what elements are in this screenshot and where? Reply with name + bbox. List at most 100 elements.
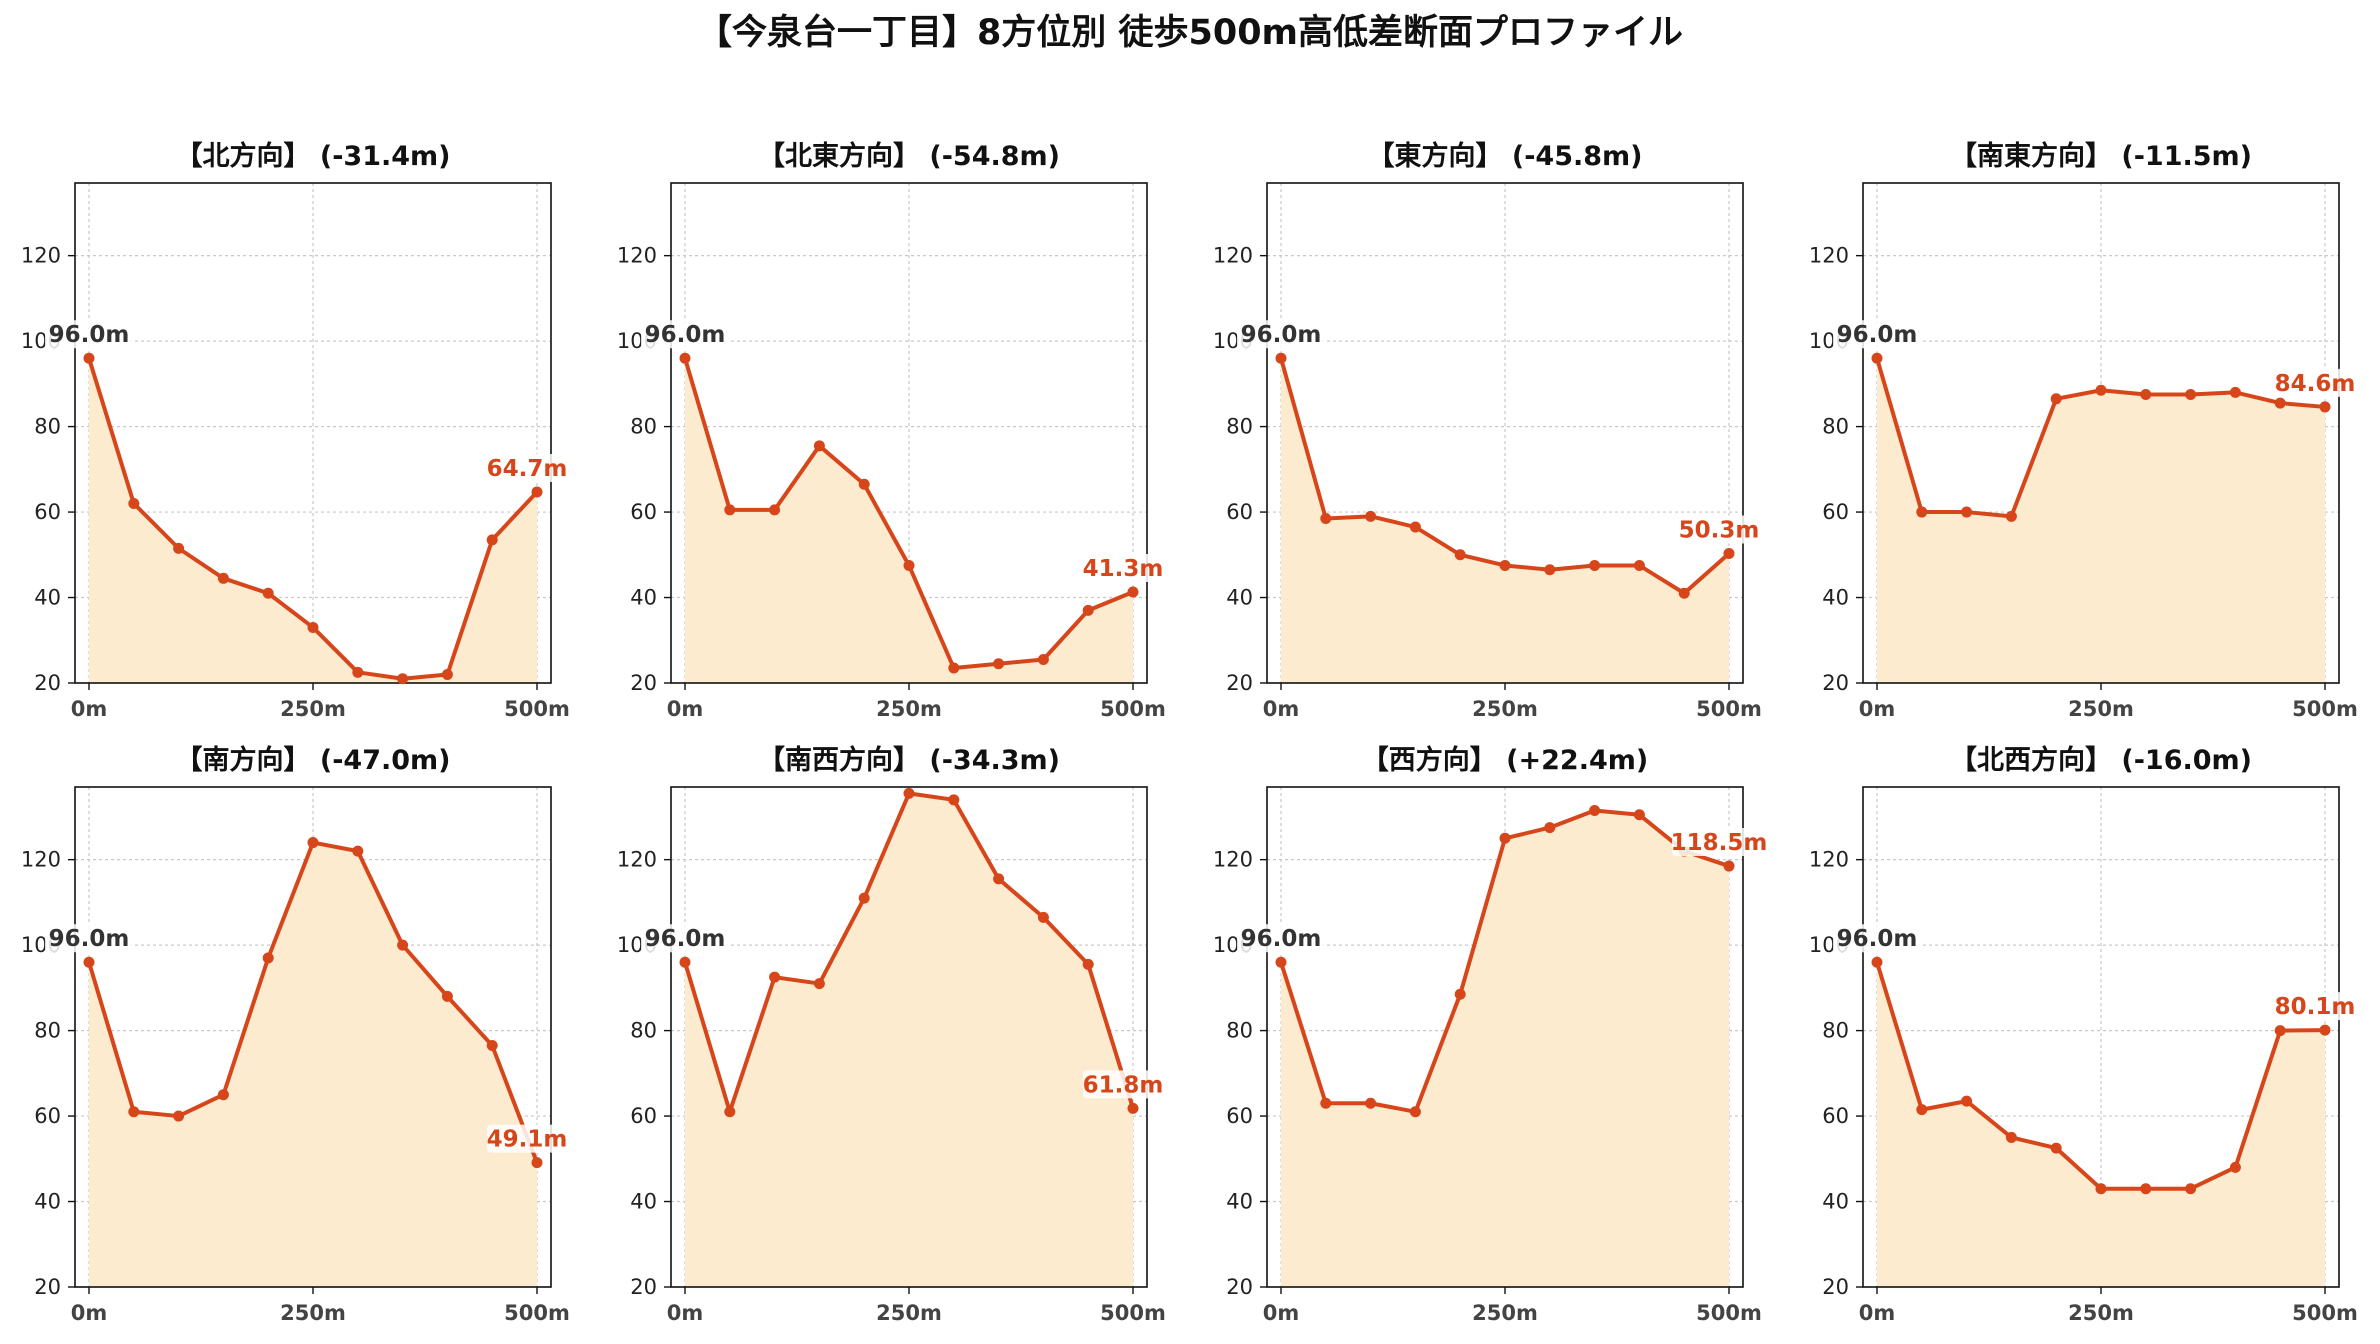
y-tick-label: 60 bbox=[34, 1104, 61, 1128]
y-tick-label: 80 bbox=[1226, 1019, 1253, 1043]
y-tick-label: 20 bbox=[1226, 671, 1253, 695]
panel-title: 【南方向】 (-47.0m) bbox=[175, 744, 450, 776]
data-point bbox=[1916, 1104, 1928, 1116]
y-tick-label: 120 bbox=[1809, 848, 1849, 872]
start-elevation-label: 96.0m bbox=[1837, 322, 1918, 348]
data-point bbox=[2185, 389, 2197, 401]
data-point bbox=[1589, 559, 1601, 571]
data-point bbox=[724, 1106, 736, 1118]
data-point bbox=[679, 956, 691, 968]
y-tick-label: 120 bbox=[617, 244, 657, 268]
area-fill bbox=[1281, 358, 1729, 683]
y-tick-label: 60 bbox=[630, 500, 657, 524]
y-tick-label: 60 bbox=[34, 500, 61, 524]
y-tick-label: 120 bbox=[21, 244, 61, 268]
x-tick-label: 0m bbox=[667, 1301, 704, 1325]
data-point bbox=[128, 1106, 140, 1118]
start-label-bg bbox=[1237, 320, 1325, 349]
data-point bbox=[441, 990, 453, 1002]
y-tick-label: 40 bbox=[1822, 1190, 1849, 1214]
end-elevation-label: 64.7m bbox=[487, 456, 568, 482]
x-tick-label: 500m bbox=[1100, 697, 1166, 721]
end-elevation-label: 61.8m bbox=[1083, 1072, 1164, 1098]
data-point bbox=[2319, 401, 2331, 413]
y-tick-label: 20 bbox=[34, 671, 61, 695]
data-point bbox=[1633, 559, 1645, 571]
data-point bbox=[1871, 956, 1883, 968]
data-point bbox=[1678, 587, 1690, 599]
start-label-bg bbox=[1833, 924, 1921, 953]
data-point bbox=[1127, 1102, 1139, 1114]
start-label-bg bbox=[45, 924, 133, 953]
data-point bbox=[1589, 805, 1601, 817]
x-tick-label: 0m bbox=[1859, 1301, 1896, 1325]
data-point bbox=[993, 658, 1005, 670]
area-fill bbox=[685, 358, 1133, 683]
end-label-bg bbox=[2275, 992, 2355, 1021]
data-point bbox=[307, 837, 319, 849]
data-point bbox=[1499, 559, 1511, 571]
y-tick-label: 20 bbox=[34, 1275, 61, 1299]
x-tick-label: 0m bbox=[667, 697, 704, 721]
start-elevation-label: 96.0m bbox=[49, 322, 130, 348]
data-point bbox=[531, 486, 543, 498]
panel-title: 【南東方向】 (-11.5m) bbox=[1950, 140, 2252, 172]
data-point bbox=[1275, 956, 1287, 968]
data-point bbox=[173, 1110, 185, 1122]
y-tick-label: 20 bbox=[1822, 671, 1849, 695]
y-tick-label: 60 bbox=[630, 1104, 657, 1128]
x-tick-label: 0m bbox=[71, 1301, 108, 1325]
y-tick-label: 20 bbox=[630, 1275, 657, 1299]
data-point bbox=[1320, 512, 1332, 524]
area-fill bbox=[685, 793, 1133, 1287]
data-point bbox=[993, 873, 1005, 885]
x-tick-label: 250m bbox=[280, 1301, 346, 1325]
start-elevation-label: 96.0m bbox=[645, 926, 726, 952]
data-point bbox=[2005, 510, 2017, 522]
y-tick-label: 120 bbox=[1213, 848, 1253, 872]
data-point bbox=[1365, 510, 1377, 522]
end-label-bg bbox=[1083, 1070, 1163, 1099]
panel-title: 【東方向】 (-45.8m) bbox=[1367, 140, 1642, 172]
data-point bbox=[1961, 1095, 1973, 1107]
x-tick-label: 250m bbox=[2068, 1301, 2134, 1325]
data-point bbox=[903, 787, 915, 799]
end-elevation-label: 84.6m bbox=[2275, 371, 2356, 397]
data-point bbox=[948, 662, 960, 674]
end-elevation-label: 49.1m bbox=[487, 1127, 568, 1153]
data-point bbox=[486, 534, 498, 546]
y-tick-label: 40 bbox=[1226, 1190, 1253, 1214]
x-tick-label: 500m bbox=[2292, 1301, 2358, 1325]
y-tick-label: 60 bbox=[1822, 1104, 1849, 1128]
area-fill bbox=[1877, 358, 2325, 683]
end-label-bg bbox=[487, 453, 567, 482]
start-elevation-label: 96.0m bbox=[645, 322, 726, 348]
end-elevation-label: 118.5m bbox=[1671, 830, 1768, 856]
panel-title: 【北方向】 (-31.4m) bbox=[175, 140, 450, 172]
data-point bbox=[352, 845, 364, 857]
data-point bbox=[217, 1089, 229, 1101]
data-point bbox=[858, 478, 870, 490]
x-tick-label: 500m bbox=[504, 697, 570, 721]
data-point bbox=[2274, 397, 2286, 409]
start-label-bg bbox=[641, 320, 729, 349]
data-point bbox=[948, 794, 960, 806]
data-point bbox=[1499, 832, 1511, 844]
end-label-bg bbox=[1679, 515, 1759, 544]
x-tick-label: 500m bbox=[1100, 1301, 1166, 1325]
data-point bbox=[1454, 549, 1466, 561]
data-point bbox=[1871, 352, 1883, 364]
y-tick-label: 80 bbox=[630, 415, 657, 439]
data-point bbox=[769, 971, 781, 983]
start-elevation-label: 96.0m bbox=[49, 926, 130, 952]
y-tick-label: 40 bbox=[34, 1190, 61, 1214]
data-point bbox=[2050, 393, 2062, 405]
y-tick-label: 120 bbox=[1213, 244, 1253, 268]
data-point bbox=[1082, 958, 1094, 970]
x-tick-label: 250m bbox=[2068, 697, 2134, 721]
start-label-bg bbox=[641, 924, 729, 953]
data-point bbox=[2005, 1131, 2017, 1143]
